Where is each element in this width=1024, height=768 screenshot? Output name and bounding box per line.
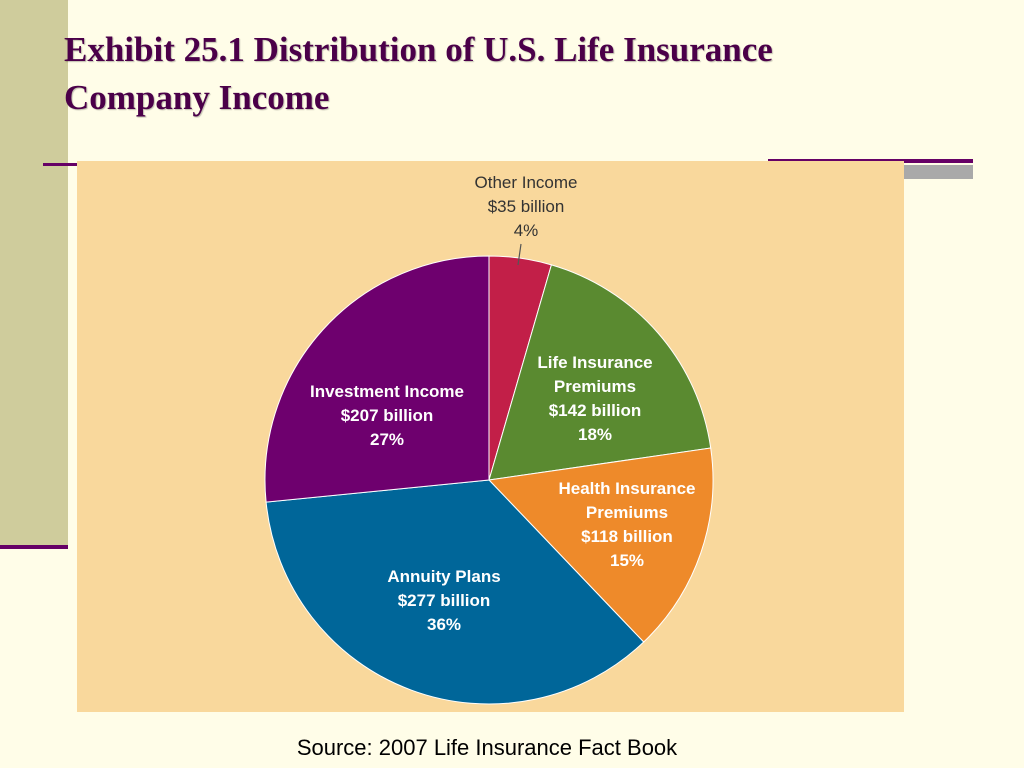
slice-label-health-line-4: 15% [610, 551, 644, 570]
pie-slice-health [487, 447, 714, 643]
slice-label-other-line-2: $35 billion [488, 197, 565, 216]
slice-label-annuity-line-1: Annuity Plans [387, 567, 500, 586]
slide-title-line-1: Exhibit 25.1 Distribution of U.S. Life I… [64, 30, 773, 69]
slice-label-health-line-2: Premiums [586, 503, 668, 522]
chart-panel: Other Income $35 billion 4% Life Insurance P… [77, 161, 904, 712]
slice-label-other-line-3: 4% [514, 221, 539, 240]
slice-label-life-line-1: Life Insurance [537, 353, 652, 372]
slice-label-other: Other Income $35 billion 4% [475, 173, 578, 240]
slice-label-life-line-2: Premiums [554, 377, 636, 396]
slide-title-line-2: Company Income [64, 78, 330, 117]
slice-label-annuity: Annuity Plans $277 billion 36% [387, 567, 500, 634]
slice-label-life: Life Insurance Premiums $142 billion 18% [537, 353, 652, 444]
pie-slice-life [488, 264, 712, 481]
bottom-left-rule [0, 545, 68, 549]
slice-label-annuity-line-3: 36% [427, 615, 461, 634]
slide-title: Exhibit 25.1 Distribution of U.S. Life I… [64, 26, 964, 122]
pie-slice-investment [264, 255, 490, 503]
slice-label-life-line-3: $142 billion [549, 401, 642, 420]
source-caption: Source: 2007 Life Insurance Fact Book [296, 735, 678, 760]
callout-line-other [517, 243, 522, 266]
slice-label-investment: Investment Income $207 billion 27% [310, 382, 464, 449]
slice-label-annuity-line-2: $277 billion [398, 591, 491, 610]
slice-label-investment-line-2: $207 billion [341, 406, 434, 425]
slice-label-life-line-4: 18% [578, 425, 612, 444]
slice-label-health: Health Insurance Premiums $118 billion 15% [559, 479, 696, 570]
pie-chart: Other Income $35 billion 4% Life Insurance P… [264, 173, 714, 705]
pie-slice-annuity [265, 479, 645, 705]
left-decorative-band [0, 0, 68, 548]
top-left-rule [43, 163, 78, 166]
slice-label-investment-line-3: 27% [370, 430, 404, 449]
slice-label-investment-line-1: Investment Income [310, 382, 464, 401]
slice-label-health-line-1: Health Insurance [559, 479, 696, 498]
slice-label-health-line-3: $118 billion [581, 527, 673, 546]
slice-label-other-line-1: Other Income [475, 173, 578, 192]
